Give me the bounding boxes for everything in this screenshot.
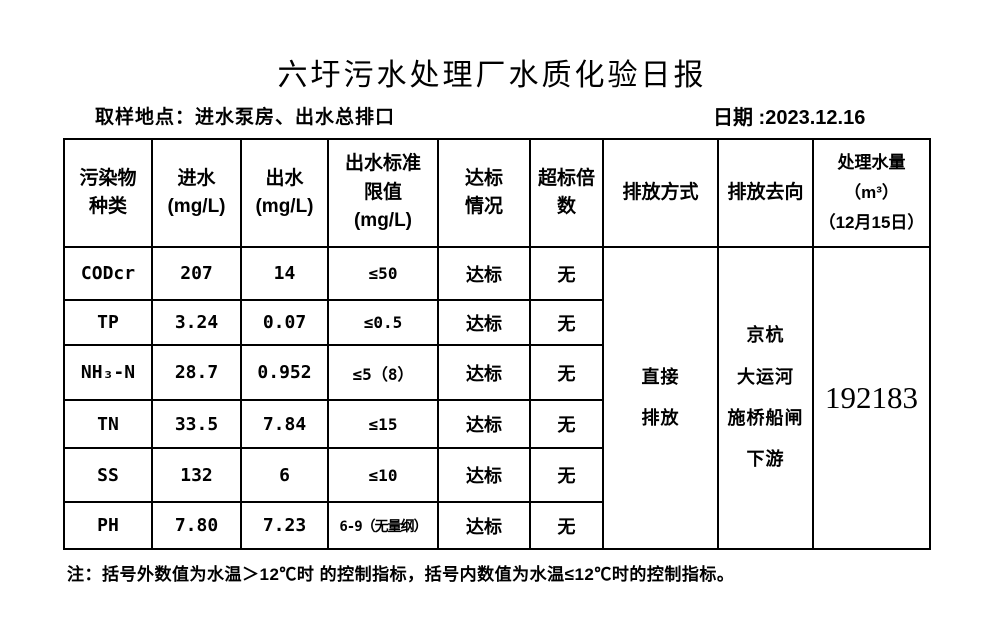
cell-influent: 3.24 bbox=[151, 299, 242, 346]
cell-status: 达标 bbox=[437, 246, 531, 301]
table-row: TN 33.5 7.84 ≤15 达标 无 bbox=[63, 399, 930, 449]
table-row: NH₃-N 28.7 0.952 ≤5（8） 达标 无 bbox=[63, 344, 930, 401]
table-row: TP 3.24 0.07 ≤0.5 达标 无 bbox=[63, 299, 930, 346]
cell-effluent: 0.07 bbox=[240, 299, 329, 346]
table-row: PH 7.80 7.23 6-9（无量纲） 达标 无 bbox=[63, 501, 930, 550]
cell-exceed: 无 bbox=[529, 344, 604, 401]
cell-pollutant: PH bbox=[63, 501, 153, 550]
cell-pollutant: SS bbox=[63, 447, 153, 503]
cell-exceed: 无 bbox=[529, 447, 604, 503]
cell-effluent: 6 bbox=[240, 447, 329, 503]
cell-exceed: 无 bbox=[529, 299, 604, 346]
cell-pollutant: TN bbox=[63, 399, 153, 449]
report-date: 日期 :2023.12.16 bbox=[713, 107, 866, 129]
sampling-location: 取样地点：进水泵房、出水总排口 bbox=[95, 107, 396, 128]
footnote: 注：括号外数值为水温＞12℃时 的控制指标，括号内数值为水温≤12℃时的控制指标… bbox=[67, 565, 735, 584]
cell-exceed: 无 bbox=[529, 246, 604, 301]
cell-pollutant: TP bbox=[63, 299, 153, 346]
header-status: 达标 情况 bbox=[437, 138, 531, 248]
cell-discharge-destination: 京杭 大运河 施桥船闸 下游 bbox=[717, 246, 814, 550]
cell-effluent: 7.23 bbox=[240, 501, 329, 550]
cell-status: 达标 bbox=[437, 447, 531, 503]
cell-effluent: 0.952 bbox=[240, 344, 329, 401]
cell-exceed: 无 bbox=[529, 399, 604, 449]
cell-influent: 132 bbox=[151, 447, 242, 503]
cell-influent: 33.5 bbox=[151, 399, 242, 449]
cell-limit: ≤10 bbox=[327, 447, 439, 503]
cell-pollutant: CODcr bbox=[63, 246, 153, 301]
cell-influent: 207 bbox=[151, 246, 242, 301]
cell-status: 达标 bbox=[437, 399, 531, 449]
header-treated-volume: 处理水量 （m³） （12月15日） bbox=[812, 138, 931, 248]
cell-status: 达标 bbox=[437, 299, 531, 346]
header-limit: 出水标准 限值 (mg/L) bbox=[327, 138, 439, 248]
cell-effluent: 14 bbox=[240, 246, 329, 301]
cell-treated-volume: 192183 bbox=[812, 246, 931, 550]
cell-status: 达标 bbox=[437, 344, 531, 401]
cell-limit: ≤0.5 bbox=[327, 299, 439, 346]
header-pollutant: 污染物 种类 bbox=[63, 138, 153, 248]
table-row: CODcr 207 14 ≤50 达标 无 直接 排放 京杭 大运河 施桥船闸 … bbox=[63, 246, 931, 550]
table-row: SS 132 6 ≤10 达标 无 bbox=[63, 447, 930, 503]
cell-status: 达标 bbox=[437, 501, 531, 550]
cell-pollutant: NH₃-N bbox=[63, 344, 153, 401]
report-table: 污染物 种类 进水 (mg/L) 出水 (mg/L) 出水标准 限值 (mg/L… bbox=[63, 138, 931, 550]
cell-influent: 28.7 bbox=[151, 344, 242, 401]
cell-limit: ≤15 bbox=[327, 399, 439, 449]
cell-influent: 7.80 bbox=[151, 501, 242, 550]
header-row: 污染物 种类 进水 (mg/L) 出水 (mg/L) 出水标准 限值 (mg/L… bbox=[63, 138, 931, 248]
cell-limit: ≤50 bbox=[327, 246, 439, 301]
header-discharge-destination: 排放去向 bbox=[717, 138, 814, 248]
cell-limit: ≤5（8） bbox=[327, 344, 439, 401]
header-exceed: 超标倍 数 bbox=[529, 138, 604, 248]
header-influent: 进水 (mg/L) bbox=[151, 138, 242, 248]
header-discharge-method: 排放方式 bbox=[602, 138, 719, 248]
cell-exceed: 无 bbox=[529, 501, 604, 550]
cell-effluent: 7.84 bbox=[240, 399, 329, 449]
cell-limit: 6-9（无量纲） bbox=[327, 501, 439, 550]
header-effluent: 出水 (mg/L) bbox=[240, 138, 329, 248]
page-title: 六圩污水处理厂水质化验日报 bbox=[277, 59, 707, 92]
cell-discharge-method: 直接 排放 bbox=[602, 246, 719, 550]
